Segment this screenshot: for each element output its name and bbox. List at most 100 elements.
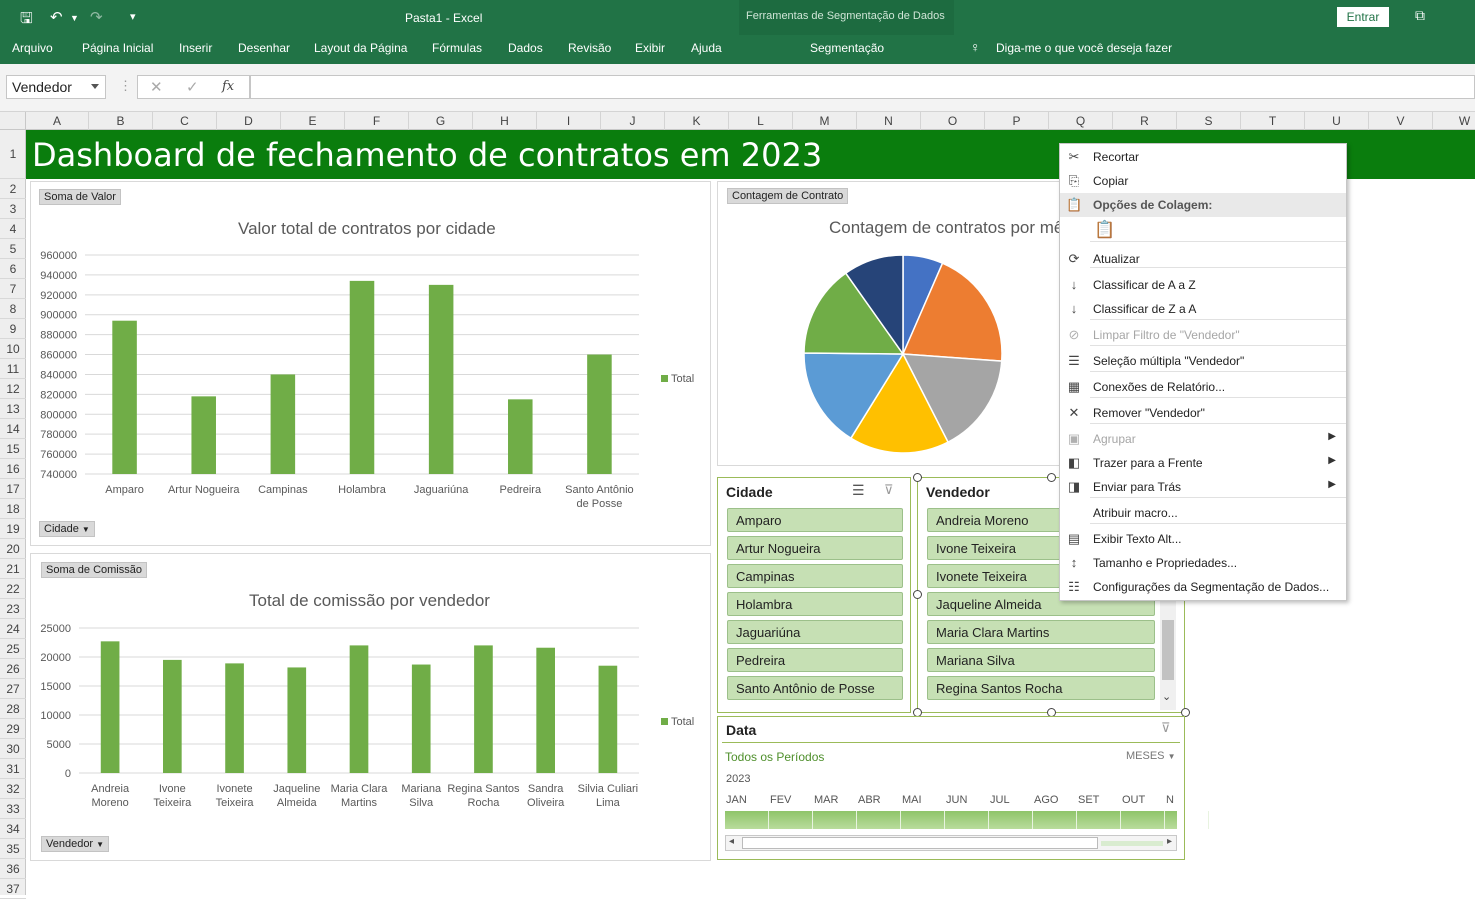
pie-slice[interactable] (901, 262, 1003, 362)
enter-icon[interactable]: ✓ (186, 79, 199, 96)
resize-handle-br[interactable] (1181, 708, 1190, 717)
menu-item[interactable]: ☰ Seleção múltipla "Vendedor" (1060, 349, 1346, 373)
row-header-3[interactable]: 3 (0, 199, 26, 219)
column-header-L[interactable]: L (729, 112, 793, 130)
timeline-month[interactable]: JUL (990, 794, 1010, 806)
menu-item[interactable]: ↓ Classificar de Z a A (1060, 297, 1346, 321)
commission-field-button[interactable]: Soma de Comissão (41, 562, 147, 578)
tab-desenhar[interactable]: Desenhar (238, 41, 291, 55)
timeline-month[interactable]: ABR (858, 794, 881, 806)
row-header-19[interactable]: 19 (0, 519, 26, 539)
bar[interactable] (270, 374, 296, 474)
column-header-E[interactable]: E (281, 112, 345, 130)
timeline-month[interactable]: MAI (902, 794, 922, 806)
row-header-25[interactable]: 25 (0, 639, 26, 659)
city-value-chart[interactable]: Soma de Valor Valor total de contratos p… (30, 181, 711, 546)
column-header-R[interactable]: R (1113, 112, 1177, 130)
column-header-N[interactable]: N (857, 112, 921, 130)
slicer-item[interactable]: Amparo (727, 508, 903, 532)
time-level-dropdown[interactable]: MESES ▼ (1126, 750, 1176, 762)
row-header-12[interactable]: 12 (0, 379, 26, 399)
slicer-item[interactable]: Maria Clara Martins (927, 620, 1155, 644)
column-header-W[interactable]: W (1433, 112, 1475, 130)
pie-slice[interactable] (901, 353, 1003, 444)
row-header-35[interactable]: 35 (0, 839, 26, 859)
timeline-month[interactable]: FEV (770, 794, 792, 806)
row-header-30[interactable]: 30 (0, 739, 26, 759)
slicer-item[interactable]: Mariana Silva (927, 648, 1155, 672)
column-header-U[interactable]: U (1305, 112, 1369, 130)
chevron-down-icon[interactable]: ⌄ (1162, 691, 1172, 703)
bar[interactable] (163, 659, 182, 773)
row-header-17[interactable]: 17 (0, 479, 26, 499)
bar[interactable] (349, 280, 375, 474)
seller-axis-button[interactable]: Vendedor ▼ (41, 836, 110, 852)
timeline-period-cell[interactable] (725, 811, 769, 829)
tab-layout-pagina[interactable]: Layout da Página (314, 41, 408, 55)
bar[interactable] (225, 663, 244, 773)
menu-item[interactable]: ▤ Exibir Texto Alt... (1060, 527, 1346, 551)
tab-revisao[interactable]: Revisão (568, 41, 612, 55)
pie-slice[interactable] (803, 272, 905, 355)
row-header-10[interactable]: 10 (0, 339, 26, 359)
bar[interactable] (349, 645, 369, 773)
undo-icon[interactable]: ↶ (50, 9, 63, 26)
clear-filter-icon[interactable]: ⊽ (1161, 720, 1171, 735)
menu-item[interactable]: ✕ Remover "Vendedor" (1060, 401, 1346, 425)
bar[interactable] (112, 320, 137, 474)
menu-item[interactable]: ↓ Classificar de A a Z (1060, 273, 1346, 297)
timeline-period-cell[interactable] (1077, 811, 1121, 829)
row-header-11[interactable]: 11 (0, 359, 26, 379)
column-header-J[interactable]: J (601, 112, 665, 130)
bar[interactable] (598, 665, 618, 773)
menu-item[interactable]: ⊘ Limpar Filtro de "Vendedor" (1060, 323, 1346, 347)
tab-inserir[interactable]: Inserir (179, 41, 213, 55)
scroll-left-icon[interactable]: ◂ (729, 836, 735, 847)
column-header-O[interactable]: O (921, 112, 985, 130)
timeline-month[interactable]: MAR (814, 794, 839, 806)
scroll-right-icon[interactable]: ▸ (1167, 836, 1173, 847)
timeline-data[interactable]: Data ⊽ Todos os Períodos MESES ▼ 2023 JA… (717, 716, 1209, 860)
row-header-26[interactable]: 26 (0, 659, 26, 679)
column-header-S[interactable]: S (1177, 112, 1241, 130)
timeline-month[interactable]: SET (1078, 794, 1100, 806)
menu-item[interactable]: ▦ Conexões de Relatório... (1060, 375, 1346, 399)
column-header-B[interactable]: B (89, 112, 153, 130)
menu-item[interactable]: ☷ Configurações da Segmentação de Dados..… (1060, 575, 1346, 599)
menu-item[interactable]: Atribuir macro... (1060, 501, 1346, 525)
bar[interactable] (508, 399, 533, 474)
undo-dropdown-icon[interactable]: ▼ (70, 13, 79, 23)
column-header-P[interactable]: P (985, 112, 1049, 130)
timeline-period-cell[interactable] (1121, 811, 1165, 829)
column-header-M[interactable]: M (793, 112, 857, 130)
timeline-period-cell[interactable] (857, 811, 901, 829)
row-header-29[interactable]: 29 (0, 719, 26, 739)
tab-formulas[interactable]: Fórmulas (432, 41, 483, 55)
column-header-A[interactable]: A (26, 112, 89, 130)
row-header-2[interactable]: 2 (0, 179, 26, 199)
tab-ajuda[interactable]: Ajuda (691, 41, 722, 55)
timeline-period-cell[interactable] (769, 811, 813, 829)
timeline-month[interactable]: JUN (946, 794, 968, 806)
value-field-button[interactable]: Soma de Valor (39, 189, 121, 205)
row-header-5[interactable]: 5 (0, 239, 26, 259)
resize-handle-l[interactable] (913, 590, 922, 599)
column-header-F[interactable]: F (345, 112, 409, 130)
timeline-period-cell[interactable] (813, 811, 857, 829)
slicer-item[interactable]: Regina Santos Rocha (927, 676, 1155, 700)
seller-commission-chart[interactable]: Soma de Comissão Total de comissão por v… (30, 553, 711, 861)
row-header-28[interactable]: 28 (0, 699, 26, 719)
pie-slice[interactable] (849, 352, 950, 454)
bar[interactable] (191, 396, 216, 474)
count-field-button[interactable]: Contagem de Contrato (727, 188, 849, 204)
slicer-cidade[interactable]: Cidade ☰ ⊽ Amparo Artur Nogueira Campinas H… (717, 477, 911, 713)
select-all-corner[interactable] (0, 112, 26, 130)
row-header-1[interactable]: 1 (0, 130, 26, 179)
timeline-period-cell[interactable] (945, 811, 989, 829)
row-header-8[interactable]: 8 (0, 299, 26, 319)
month-count-chart[interactable]: Contagem de Contrato Contagem de contrat… (717, 181, 1077, 466)
timeline-period-cell[interactable] (1165, 811, 1209, 829)
row-header-33[interactable]: 33 (0, 799, 26, 819)
row-header-4[interactable]: 4 (0, 219, 26, 239)
paste-option-button[interactable]: 📋 (1060, 216, 1346, 246)
